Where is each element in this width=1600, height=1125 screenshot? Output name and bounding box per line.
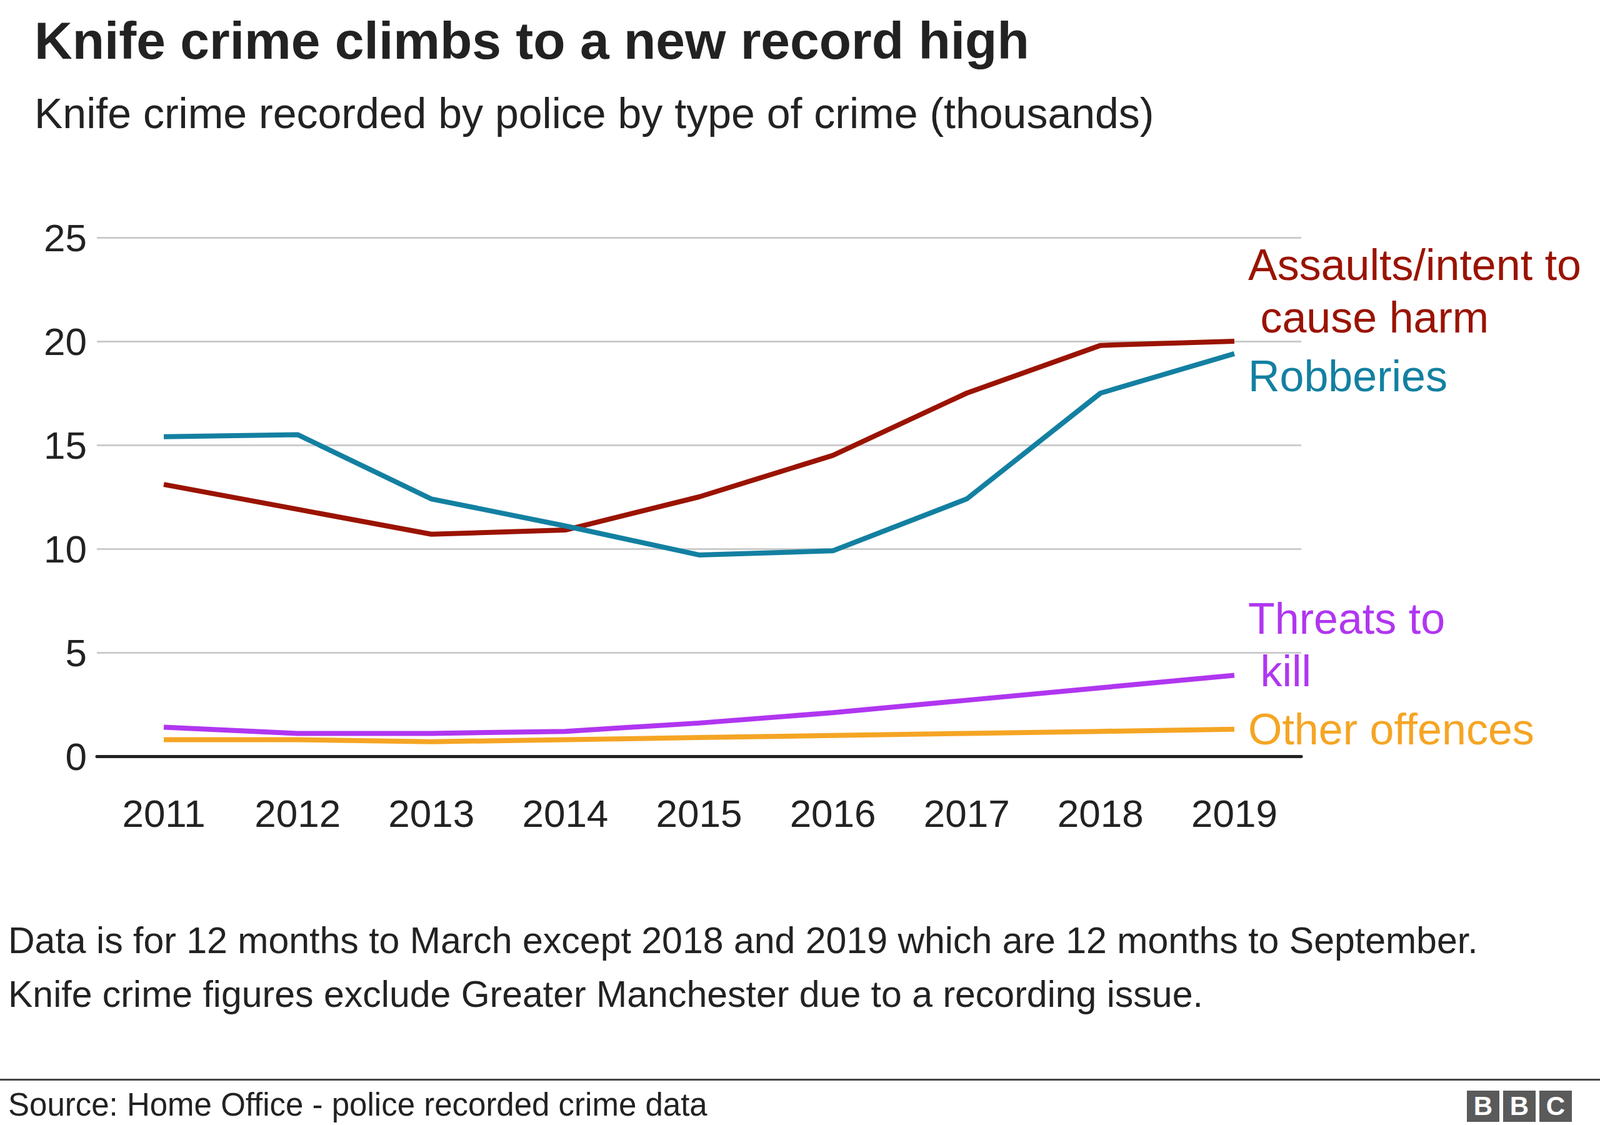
svg-text:2016: 2016 bbox=[790, 791, 877, 835]
svg-text:kill: kill bbox=[1248, 646, 1312, 696]
svg-text:2015: 2015 bbox=[656, 791, 743, 835]
svg-text:2011: 2011 bbox=[121, 791, 205, 835]
svg-text:2017: 2017 bbox=[923, 791, 1010, 835]
svg-text:5: 5 bbox=[65, 631, 87, 675]
html-text:Knife crime figures exclude Gr: Knife crime figures exclude Greater Manc… bbox=[8, 973, 1204, 1015]
html-text:C: C bbox=[1546, 1091, 1566, 1121]
svg-text:2019: 2019 bbox=[1191, 791, 1278, 835]
html-text:B: B bbox=[1473, 1091, 1493, 1121]
html-text:B: B bbox=[1509, 1091, 1529, 1121]
svg-text:2018: 2018 bbox=[1057, 791, 1144, 835]
svg-text:Knife crime climbs to a new re: Knife crime climbs to a new record high bbox=[34, 11, 1030, 70]
svg-text:Other offences: Other offences bbox=[1248, 705, 1535, 754]
svg-text:15: 15 bbox=[43, 423, 87, 467]
svg-text:2013: 2013 bbox=[388, 791, 475, 835]
svg-text:20: 20 bbox=[43, 320, 87, 364]
html-text:Data is for 12 months to March: Data is for 12 months to March except 20… bbox=[8, 920, 1478, 962]
svg-text:2012: 2012 bbox=[254, 791, 341, 835]
svg-text:cause harm: cause harm bbox=[1248, 293, 1489, 342]
svg-text:0: 0 bbox=[65, 735, 87, 779]
svg-text:Threats to: Threats to bbox=[1248, 594, 1445, 644]
svg-text:10: 10 bbox=[43, 527, 87, 571]
svg-text:25: 25 bbox=[43, 216, 87, 260]
svg-text:Knife crime recorded by police: Knife crime recorded by police by type o… bbox=[34, 89, 1154, 137]
html-text:Source: Home Office - police r: Source: Home Office - police recorded cr… bbox=[8, 1086, 708, 1123]
svg-text:Robberies: Robberies bbox=[1248, 351, 1448, 401]
svg-text:2014: 2014 bbox=[521, 791, 609, 835]
svg-text:Assaults/intent to: Assaults/intent to bbox=[1248, 240, 1582, 290]
